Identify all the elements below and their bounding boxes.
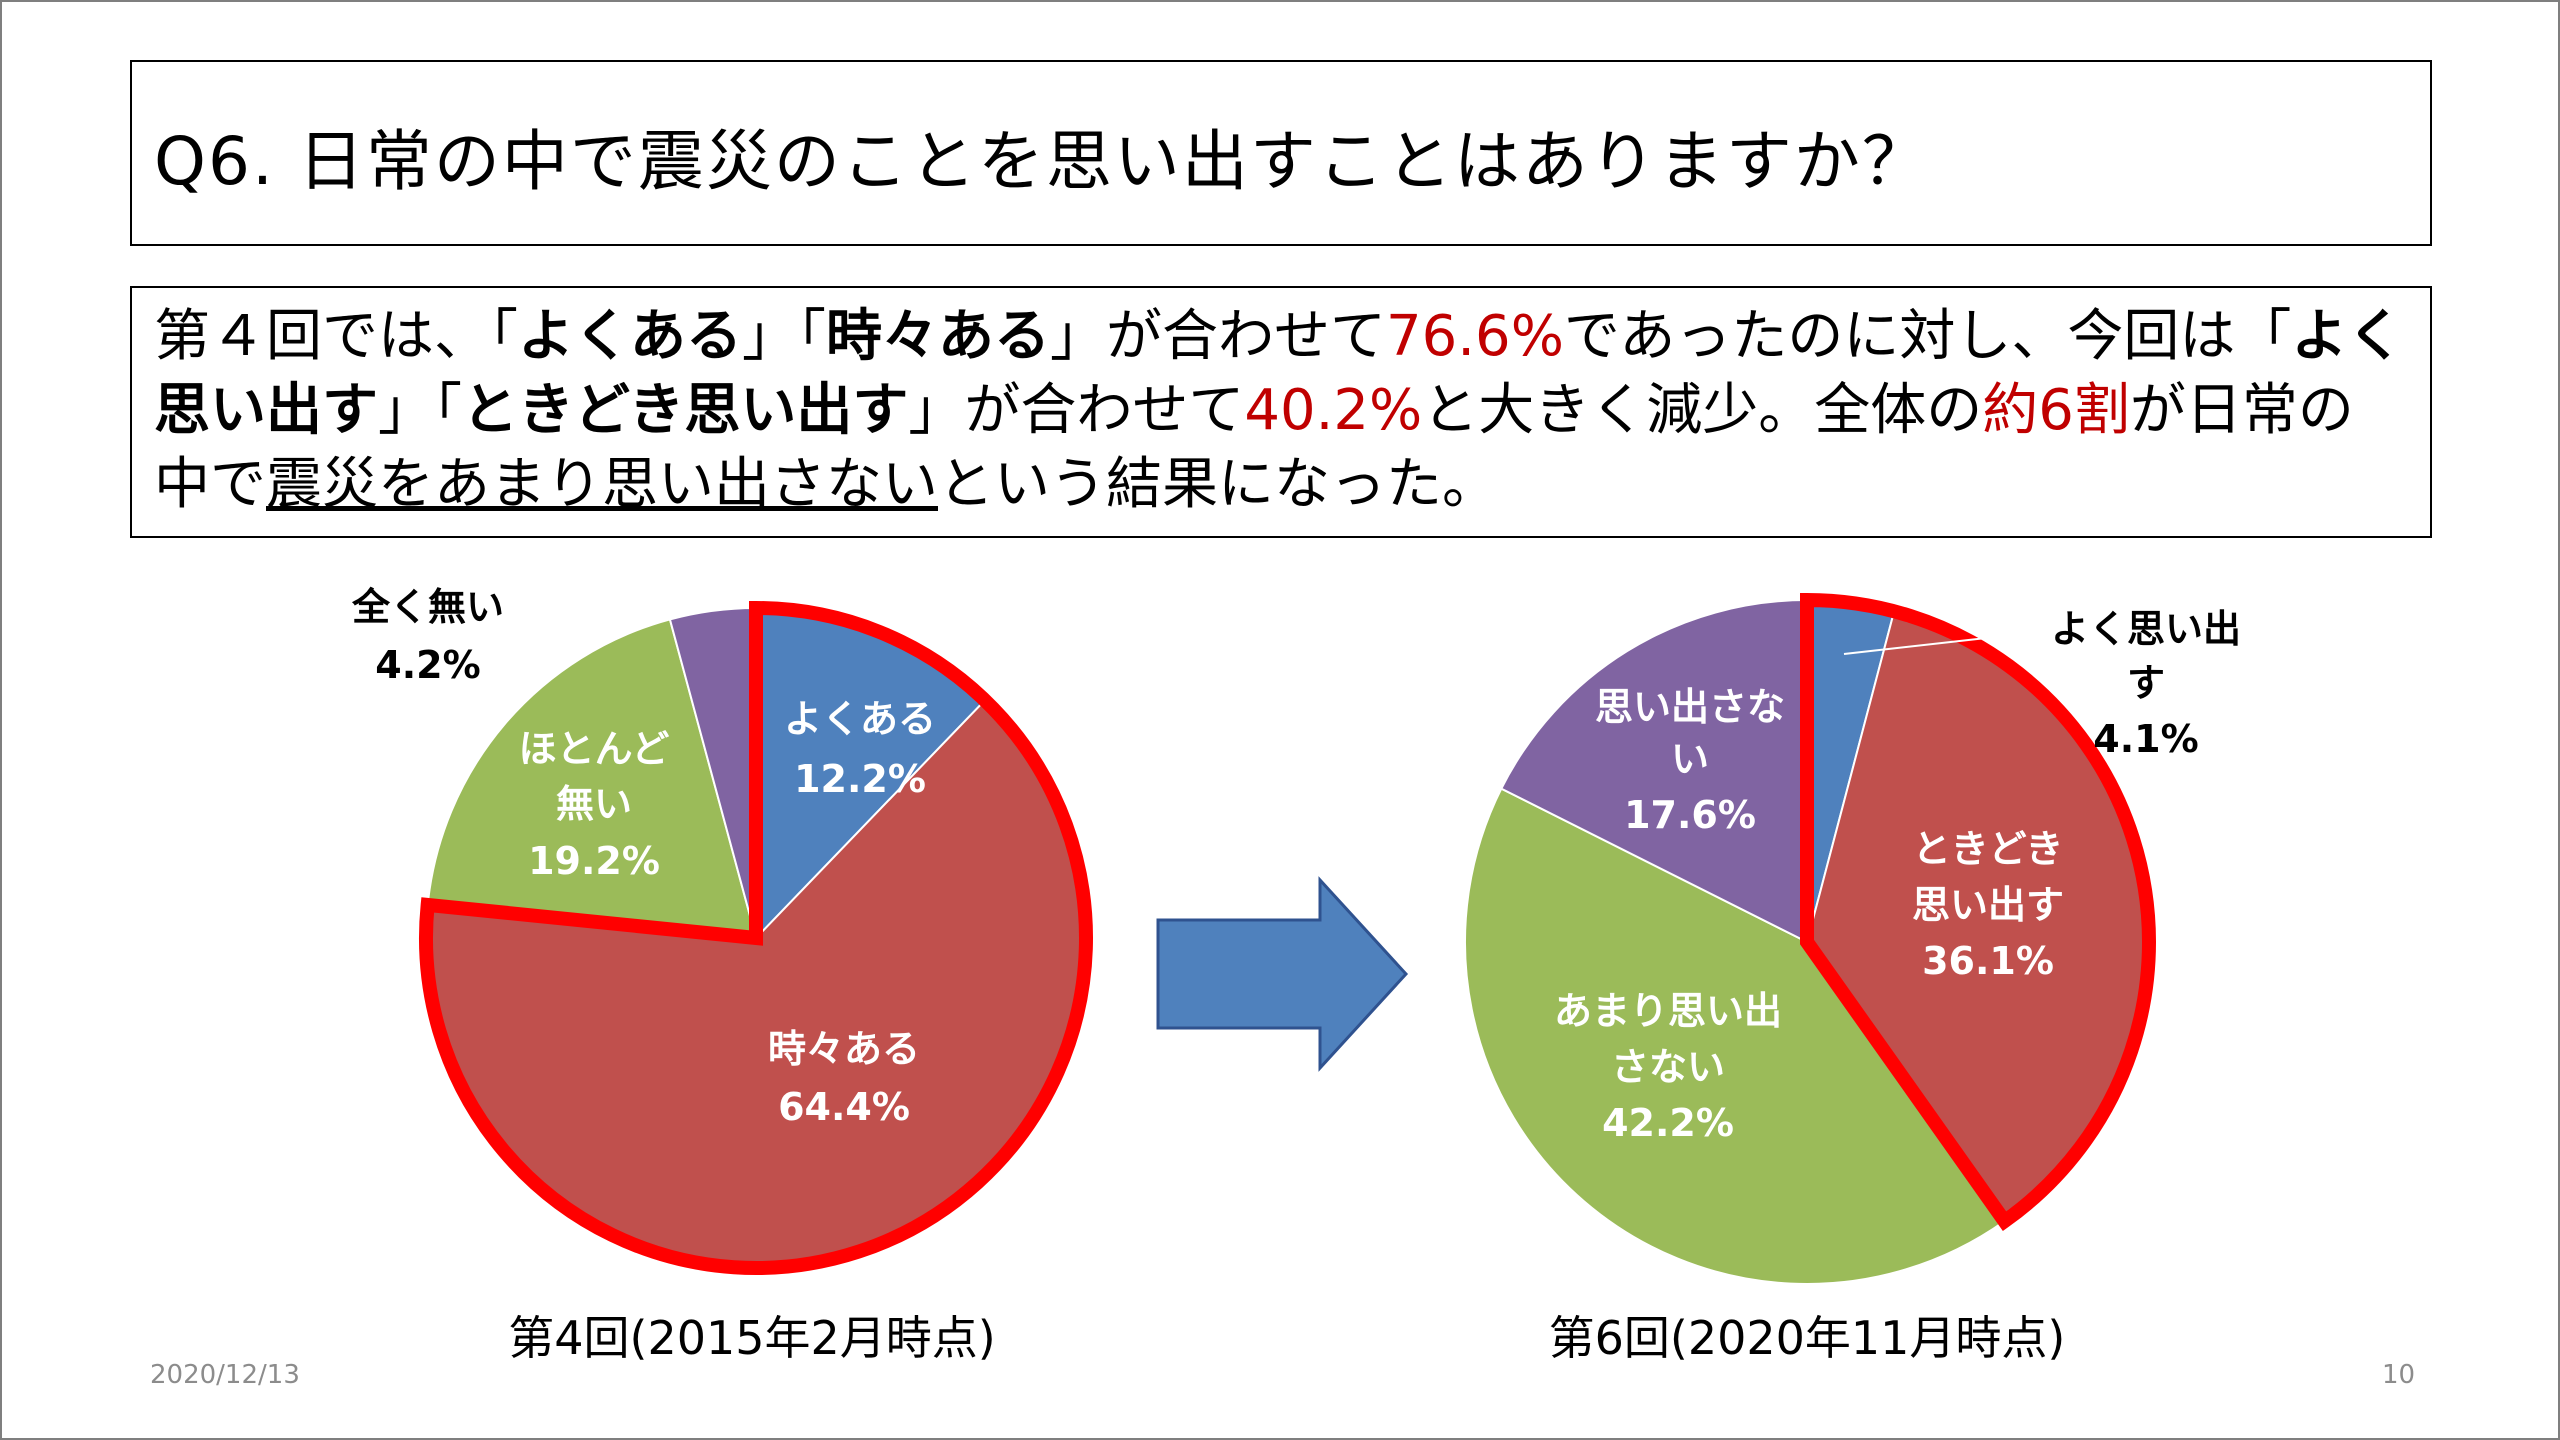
summary-segment: と大きく減少。全体の <box>1422 378 1983 443</box>
summary-segment: 」「 <box>742 304 826 369</box>
slice-value: 42.2% <box>1602 1101 1734 1145</box>
title-box: Q6. 日常の中で震災のことを思い出すことはありますか？ <box>130 60 2432 246</box>
summary-segment: 40.2% <box>1244 378 1423 443</box>
summary-segment: 「 <box>490 304 518 369</box>
highlight-outline <box>1800 592 2156 1231</box>
slice-value: 12.2% <box>794 757 926 801</box>
slice-label: ほとんど <box>519 727 670 771</box>
highlight-outline <box>419 600 1093 1275</box>
summary-segment: ときどき思い出す <box>462 378 909 443</box>
pie-chart-2: よく思い出す 4.1% ときどき思い出す 36.1% あまり思い出さない 42.2% 思い出… <box>1464 592 2241 1365</box>
slice-label: 全く無い <box>351 585 504 629</box>
summary-segment: 」「 <box>378 378 462 443</box>
summary-segment: よくある <box>518 304 742 369</box>
slice-value: 36.1% <box>1922 939 2054 983</box>
slide-title: Q6. 日常の中で震災のことを思い出すことはありますか？ <box>154 123 1930 200</box>
chart-title: 第6回(2020年11月時点) <box>1549 1311 2066 1365</box>
summary-segment: 時々ある <box>826 304 1050 369</box>
summary-segment: 第４回では、 <box>154 304 490 369</box>
page-number: 10 <box>2382 1360 2416 1390</box>
summary-box: 第４回では、「よくある」「時々ある」が合わせて76.6%であったのに対し、今回は… <box>130 286 2432 538</box>
summary-segment: が日常の中で <box>154 378 2354 517</box>
summary-segment: 」が合わせて <box>908 378 1245 443</box>
slice-value: 4.1% <box>2093 717 2198 761</box>
slice-value: 19.2% <box>528 839 660 883</box>
slice-label: 思い出さな <box>1595 685 1785 729</box>
summary-segment: 」が合わせて <box>1050 304 1386 369</box>
summary-segment: 震災をあまり思い出さない <box>266 452 938 517</box>
slice-label: ときどき <box>1913 827 2064 871</box>
footer-date: 2020/12/13 <box>150 1360 300 1390</box>
summary-segment: 約6割 <box>1982 378 2130 443</box>
pie-slice <box>1499 598 1808 944</box>
slice-value: 17.6% <box>1624 793 1756 837</box>
slice-label: 時々ある <box>768 1027 920 1071</box>
summary-segment: 76.6% <box>1386 304 1564 369</box>
slice-label: あまり思い出 <box>1554 989 1782 1033</box>
slice-label: 無い <box>556 782 632 826</box>
pie-slice <box>426 618 758 940</box>
slice-label: す <box>2127 661 2165 705</box>
summary-text: 第４回では、「よくある」「時々ある」が合わせて76.6%であったのに対し、今回は… <box>154 300 2404 522</box>
slice-label: 思い出す <box>1912 883 2064 927</box>
slice-label: よく思い出 <box>2051 607 2241 651</box>
pie-slice <box>1464 787 2006 1285</box>
slice-label: さない <box>1611 1045 1725 1089</box>
slice-label: よくある <box>784 697 936 741</box>
chart-title: 第4回(2015年2月時点) <box>508 1311 996 1365</box>
summary-segment: であったのに対し、今回は「 <box>1563 304 2292 369</box>
slice-value: 4.2% <box>375 643 480 687</box>
summary-segment: という結果になった。 <box>938 452 1498 517</box>
slice-label: い <box>1671 737 1709 781</box>
right-arrow-icon <box>1156 876 1409 1072</box>
summary-segment: よく思い出す <box>154 304 2404 443</box>
slice-value: 64.4% <box>778 1085 910 1129</box>
leader-line <box>1843 633 2023 655</box>
